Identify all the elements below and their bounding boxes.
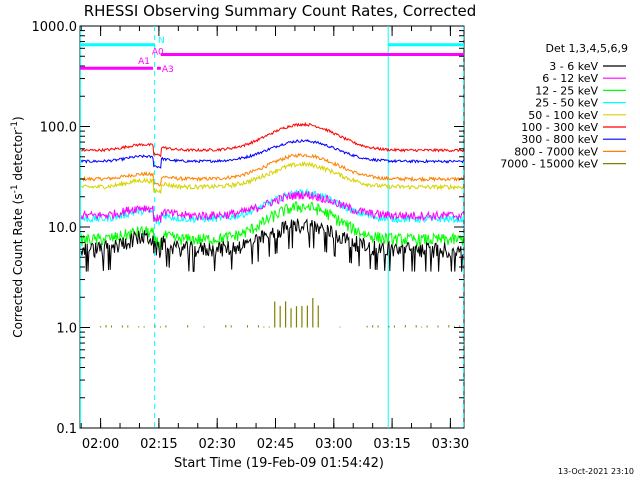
legend-label: 50 - 100 keV [528, 109, 598, 122]
y-tick-label: 1.0 [56, 322, 77, 337]
flag-label-a1: A1 [138, 57, 150, 67]
x-tick-label: 02:15 [140, 437, 177, 452]
flag-bar-a0: A0 [152, 48, 464, 58]
series-0 [80, 218, 464, 272]
flag-label-a0: A0 [152, 48, 164, 58]
y-tick-label: 1000.0 [32, 20, 78, 35]
legend-label: 7000 - 15000 keV [500, 158, 598, 171]
x-tick-label: 02:00 [82, 437, 119, 452]
series-3-line [81, 187, 464, 227]
y-tick-label: 0.1 [56, 422, 77, 437]
flag-label-n: N [158, 36, 165, 46]
legend-header: Det 1,3,4,5,6,9 [545, 42, 628, 55]
footer-timestamp: 13-Oct-2021 23:10 [558, 467, 634, 476]
series-3 [81, 187, 464, 227]
flag-bar-a1: A1 [80, 57, 154, 70]
legend-label: 25 - 50 keV [535, 97, 598, 110]
series-4 [81, 161, 464, 194]
y-axis-label: Corrected Count Rate (s-1 detector-1) [10, 116, 25, 337]
legend-label: 12 - 25 keV [535, 84, 598, 97]
flag-bar-n: N [80, 36, 464, 47]
flag-label-a3: A3 [162, 65, 174, 75]
series-1 [80, 190, 464, 223]
chart-title: RHESSI Observing Summary Count Rates, Co… [84, 2, 477, 20]
y-tick-label: 10.0 [48, 221, 77, 236]
series-6 [80, 138, 464, 169]
x-tick-label: 03:15 [373, 437, 410, 452]
legend-label: 800 - 7000 keV [514, 145, 598, 158]
series-5-line [81, 121, 464, 158]
axes: 0.1 1.0 10.0 100.0 1000.0 02:00 02:15 02:30 02:4… [32, 20, 470, 452]
series-5 [81, 121, 464, 158]
series-7-line [80, 152, 464, 187]
x-tick-label: 02:45 [257, 437, 294, 452]
x-axis-label: Start Time (19-Feb-09 01:54:42) [174, 456, 384, 471]
series-4-line [81, 161, 464, 194]
y-tick-label: 100.0 [40, 121, 77, 136]
legend-label: 100 - 300 keV [521, 121, 598, 134]
series-7 [80, 152, 464, 187]
series-6-line [80, 138, 464, 169]
legend-label: 3 - 6 keV [549, 60, 598, 73]
series-1-line [80, 190, 464, 223]
series-8 [100, 297, 461, 328]
x-tick-label: 03:00 [315, 437, 352, 452]
legend-label: 300 - 800 keV [521, 133, 598, 146]
x-tick-label: 03:30 [432, 437, 469, 452]
x-tick-label: 02:30 [198, 437, 235, 452]
series-0-line [80, 218, 464, 272]
legend-label: 6 - 12 keV [542, 72, 598, 85]
flag-bar-a3: A3 [156, 65, 174, 75]
